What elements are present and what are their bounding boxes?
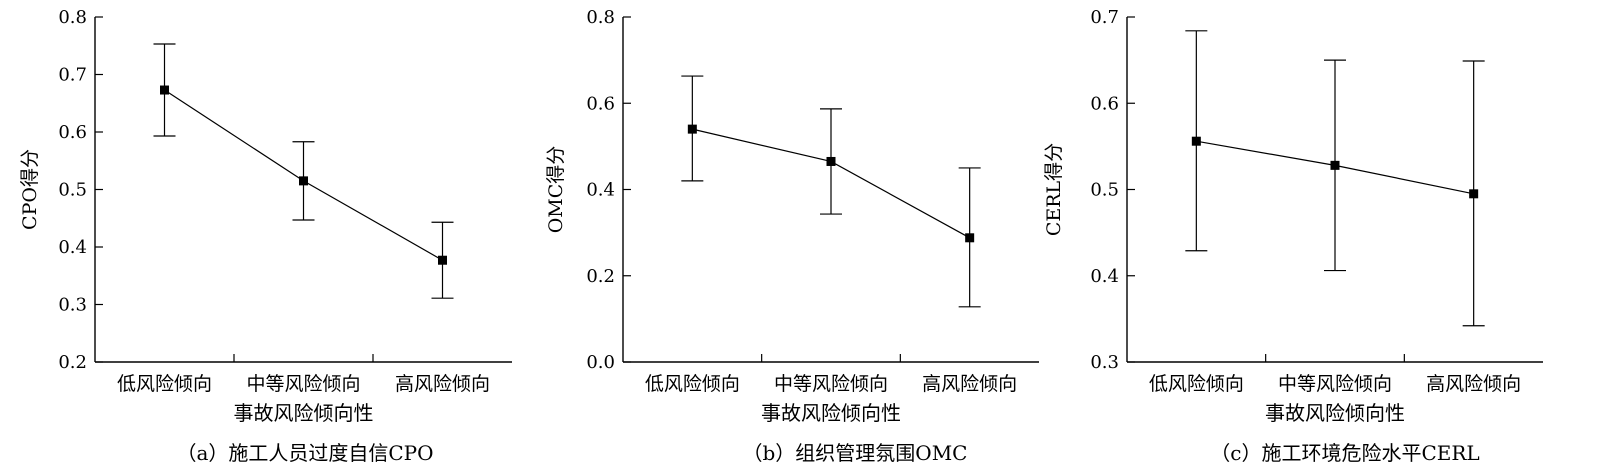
panel-caption: （b）组织管理氛围OMC xyxy=(743,441,968,465)
y-tick-label: 0.8 xyxy=(586,7,615,28)
x-category-label: 中等风险倾向 xyxy=(774,373,888,395)
y-tick-label: 0.7 xyxy=(1090,7,1119,28)
y-tick-label: 0.3 xyxy=(58,295,87,316)
y-tick-label: 0.2 xyxy=(586,266,615,287)
x-category-label: 中等风险倾向 xyxy=(246,373,360,395)
chart-panel-a: 0.2 0.3 0.4 0.5 0.6 0.7 0.8 低风险倾向 中等风险倾向 高风险倾向事故风… xyxy=(19,7,512,465)
y-tick-label: 0.8 xyxy=(58,7,87,28)
panel-caption: （a）施工人员过度自信CPO xyxy=(176,441,433,465)
x-category-label: 高风险倾向 xyxy=(922,373,1017,395)
y-tick-label: 0.4 xyxy=(1090,266,1119,287)
y-axis-title: CPO得分 xyxy=(19,149,41,230)
panel-caption: （c）施工环境危险水平CERL xyxy=(1210,441,1479,465)
data-point-marker xyxy=(160,85,169,95)
data-point-marker xyxy=(299,176,308,186)
y-tick-label: 0.6 xyxy=(1090,93,1119,114)
x-category-label: 中等风险倾向 xyxy=(1278,373,1392,395)
x-axis-title: 事故风险倾向性 xyxy=(1265,401,1405,425)
data-point-marker xyxy=(687,124,697,134)
y-tick-label: 0.0 xyxy=(586,352,615,373)
y-tick-label: 0.4 xyxy=(58,237,87,258)
data-point-marker xyxy=(1191,136,1201,146)
y-tick-label: 0.6 xyxy=(586,93,615,114)
y-tick-label: 0.3 xyxy=(1090,352,1119,373)
y-tick-label: 0.5 xyxy=(58,180,87,201)
data-point-marker xyxy=(1330,160,1340,170)
data-point-marker xyxy=(438,255,447,265)
y-axis-title: CERL得分 xyxy=(1043,143,1065,236)
x-category-label: 低风险倾向 xyxy=(1149,373,1244,395)
y-axis-title: OMC得分 xyxy=(545,146,567,234)
x-category-label: 高风险倾向 xyxy=(395,373,490,395)
y-tick-label: 0.6 xyxy=(58,122,87,143)
y-tick-label: 0.5 xyxy=(1090,180,1119,201)
y-tick-label: 0.7 xyxy=(58,65,87,86)
x-category-label: 低风险倾向 xyxy=(645,373,740,395)
x-category-label: 高风险倾向 xyxy=(1426,373,1521,395)
data-point-marker xyxy=(1469,189,1479,199)
x-axis-title: 事故风险倾向性 xyxy=(761,401,901,425)
data-point-marker xyxy=(826,156,836,166)
y-tick-label: 0.4 xyxy=(586,180,615,201)
x-category-label: 低风险倾向 xyxy=(117,373,212,395)
data-point-marker xyxy=(965,233,975,243)
y-tick-label: 0.2 xyxy=(58,352,87,373)
x-axis-title: 事故风险倾向性 xyxy=(234,401,374,425)
